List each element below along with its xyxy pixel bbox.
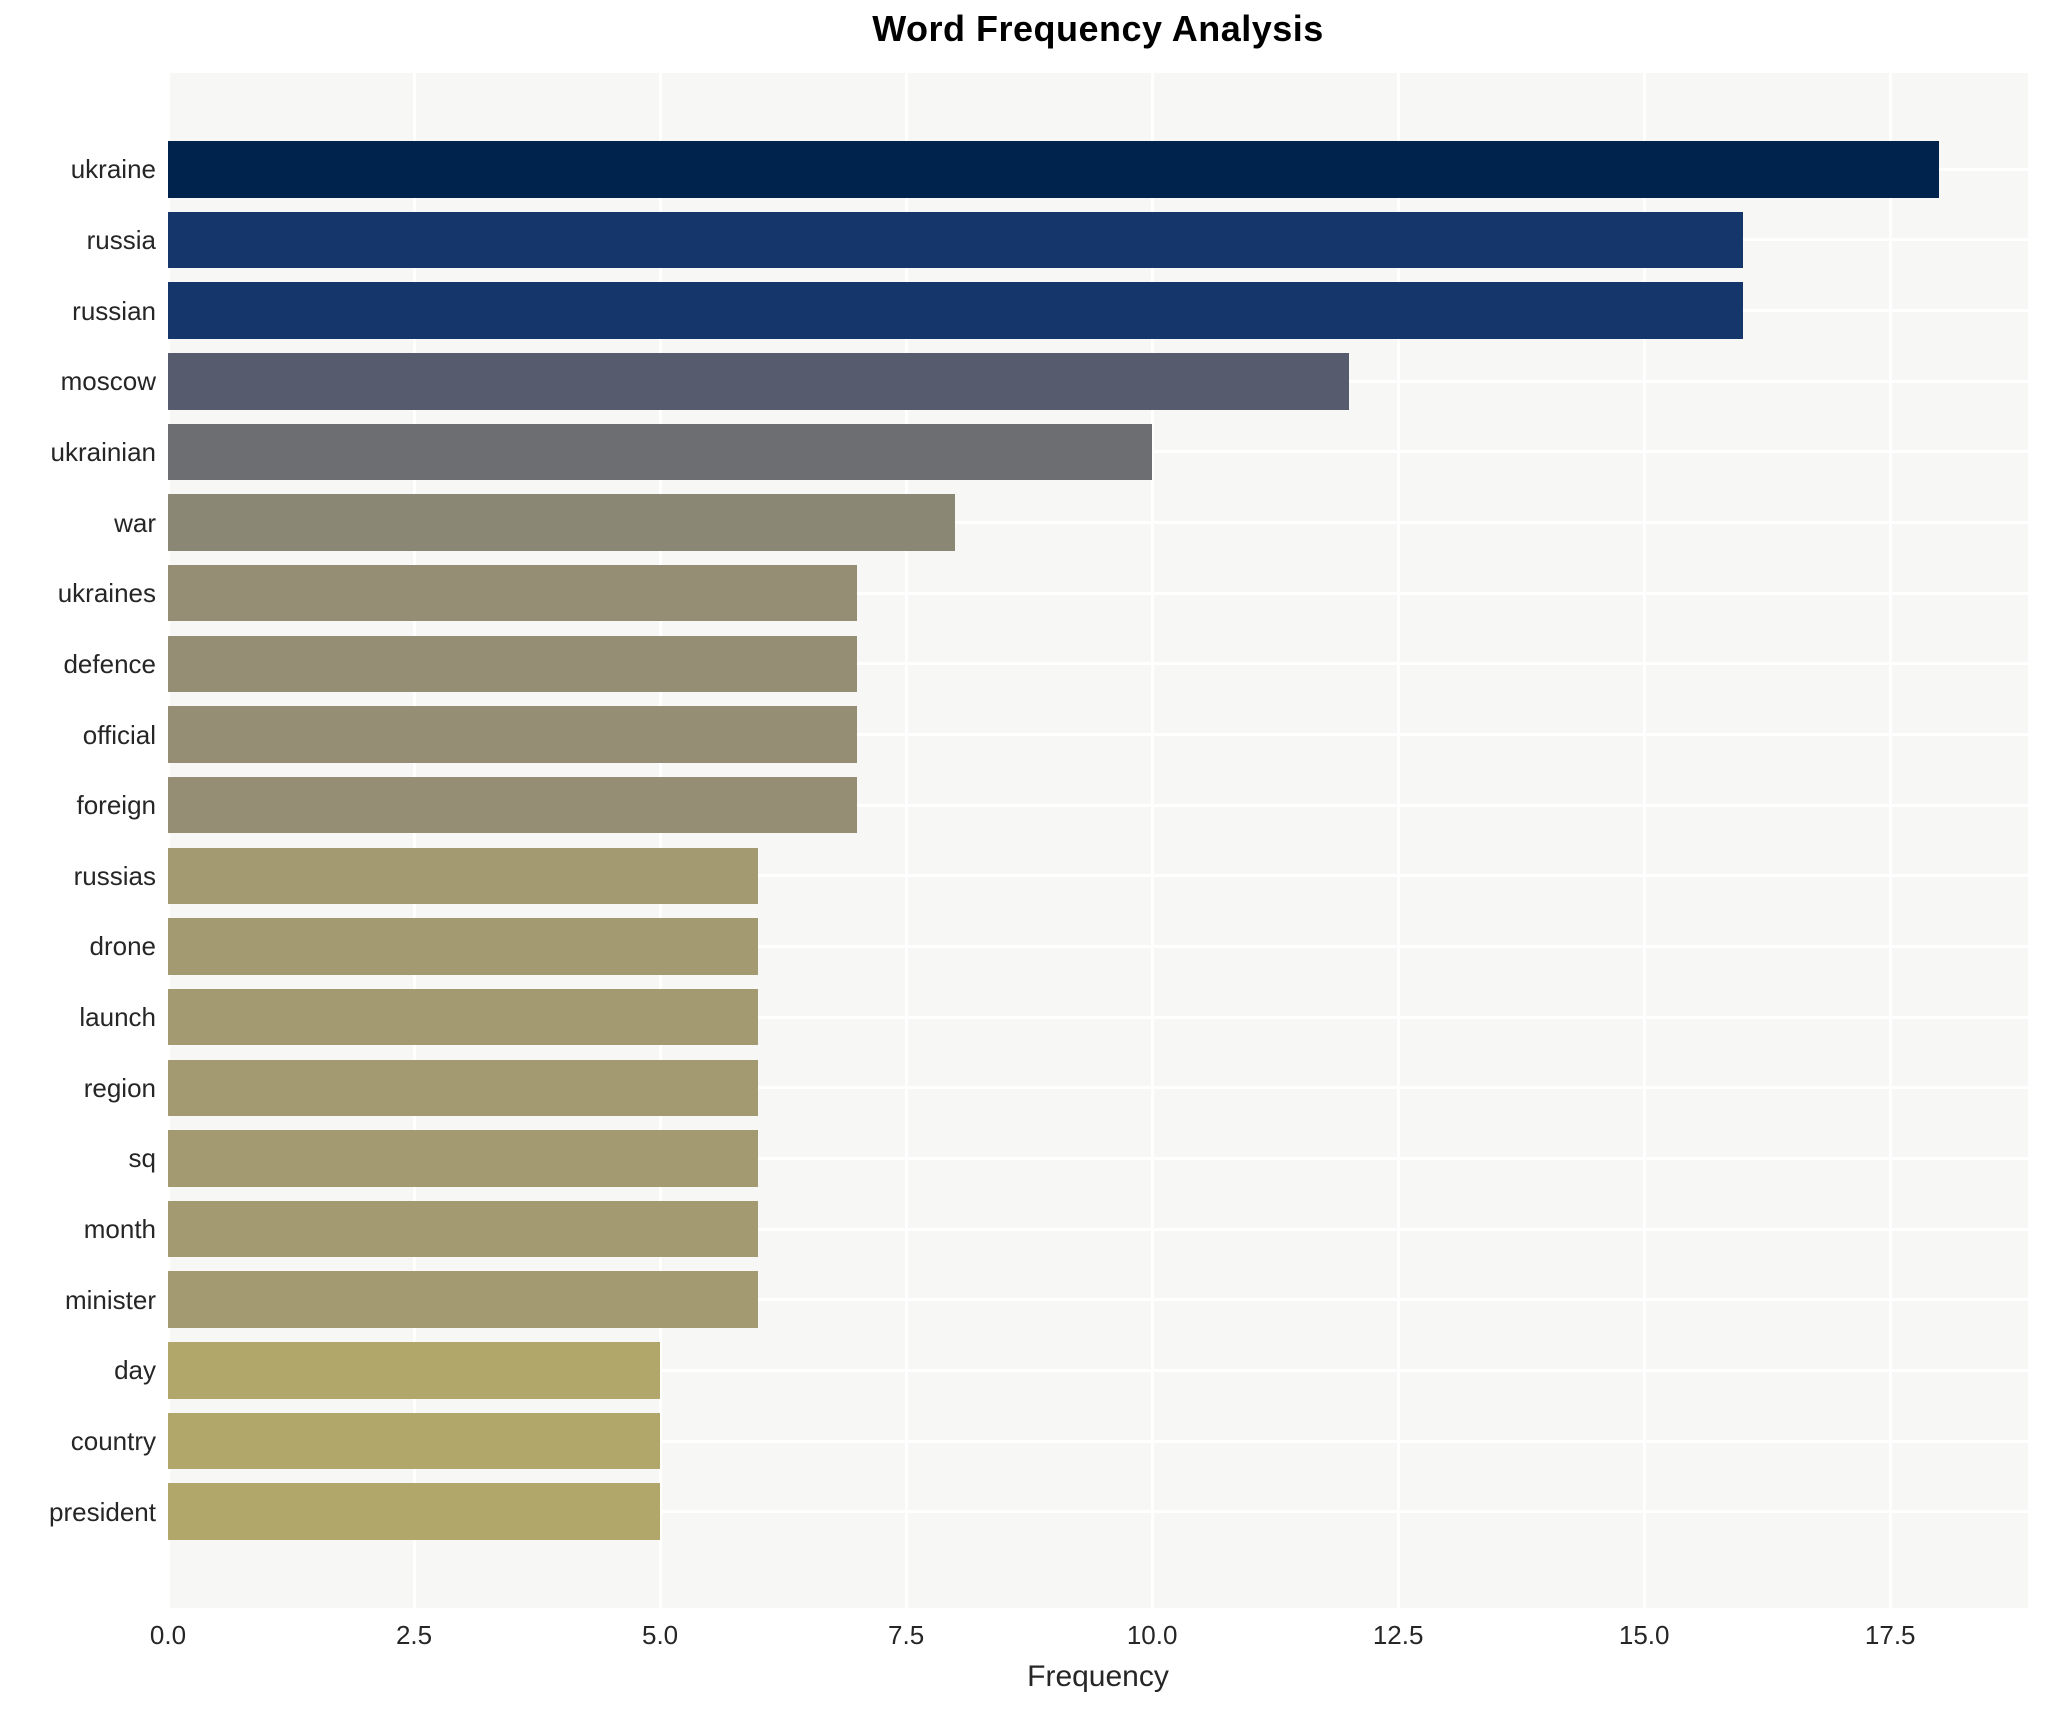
x-axis-label: Frequency xyxy=(1027,1660,1169,1693)
horizontal-gridline xyxy=(168,1015,2028,1019)
x-tick-label: 2.5 xyxy=(395,1620,433,1650)
y-tick-label: russias xyxy=(73,860,156,891)
vertical-gridline xyxy=(166,73,170,1608)
bar-drone xyxy=(168,918,759,975)
x-tick-label: 17.5 xyxy=(1864,1620,1916,1650)
y-tick-label: minister xyxy=(64,1284,156,1315)
y-tick-label: launch xyxy=(79,1002,156,1033)
y-tick-label: foreign xyxy=(76,790,157,821)
x-tick-label: 7.5 xyxy=(888,1620,925,1650)
y-tick-label: day xyxy=(114,1355,156,1386)
bar-russias xyxy=(168,847,759,905)
bar-country xyxy=(168,1412,661,1470)
bar-region xyxy=(168,1059,759,1117)
horizontal-gridline xyxy=(168,733,2028,737)
y-tick-label: country xyxy=(70,1426,156,1457)
horizontal-gridline xyxy=(168,1086,2028,1090)
y-tick-label: region xyxy=(83,1072,156,1103)
bar-russia xyxy=(168,211,1743,269)
horizontal-gridline xyxy=(168,944,2028,948)
chart-title: Word Frequency Analysis xyxy=(872,8,1324,49)
vertical-gridline xyxy=(412,73,416,1608)
bar-moscow xyxy=(168,353,1349,410)
bar-ukraine xyxy=(168,141,1940,198)
bar-day xyxy=(168,1342,661,1399)
vertical-gridline xyxy=(1642,73,1646,1608)
horizontal-gridline xyxy=(168,591,2028,595)
bar-minister xyxy=(168,1271,759,1328)
y-tick-label: russian xyxy=(72,295,156,326)
bar-official xyxy=(168,706,857,763)
y-tick-label: month xyxy=(83,1214,156,1245)
x-tick-label: 10.0 xyxy=(1126,1620,1178,1650)
y-tick-label: war xyxy=(114,507,156,538)
bar-sq xyxy=(168,1130,759,1187)
horizontal-gridline xyxy=(168,874,2028,878)
bar-launch xyxy=(168,988,759,1046)
y-tick-label: president xyxy=(49,1496,156,1527)
bar-defence xyxy=(168,635,857,693)
x-tick-label: 15.0 xyxy=(1618,1620,1670,1650)
horizontal-gridline xyxy=(168,521,2028,525)
y-tick-label: defence xyxy=(63,648,156,679)
horizontal-gridline xyxy=(168,1510,2028,1514)
horizontal-gridline xyxy=(168,1227,2028,1231)
y-tick-label: sq xyxy=(128,1143,156,1174)
bar-ukraines xyxy=(168,564,857,622)
y-tick-label: ukrainian xyxy=(50,436,156,467)
y-tick-label: official xyxy=(82,719,156,750)
bar-foreign xyxy=(168,776,857,834)
horizontal-gridline xyxy=(168,662,2028,666)
y-tick-label: drone xyxy=(89,931,157,962)
y-tick-label: moscow xyxy=(60,366,156,397)
horizontal-gridline xyxy=(168,1439,2028,1443)
vertical-gridline xyxy=(1888,73,1892,1608)
y-tick-label: ukraine xyxy=(70,154,156,185)
y-tick-label: russia xyxy=(86,224,156,255)
horizontal-gridline xyxy=(168,1298,2028,1302)
bar-president xyxy=(168,1483,661,1540)
horizontal-gridline xyxy=(168,803,2028,807)
bar-war xyxy=(168,494,956,551)
plot-area xyxy=(166,73,2028,1608)
x-tick-label: 0.0 xyxy=(149,1620,187,1650)
horizontal-gridline xyxy=(168,1156,2028,1160)
y-tick-label: ukraines xyxy=(57,578,156,609)
vertical-gridline xyxy=(904,73,908,1608)
vertical-gridline xyxy=(1150,73,1154,1608)
horizontal-gridline xyxy=(168,1368,2028,1372)
bar-ukrainian xyxy=(168,423,1153,481)
bar-russian xyxy=(168,282,1743,339)
x-tick-label: 12.5 xyxy=(1372,1620,1424,1650)
x-tick-label: 5.0 xyxy=(641,1620,679,1650)
vertical-gridline xyxy=(1396,73,1400,1608)
vertical-gridline xyxy=(658,73,662,1608)
bar-month xyxy=(168,1200,759,1258)
